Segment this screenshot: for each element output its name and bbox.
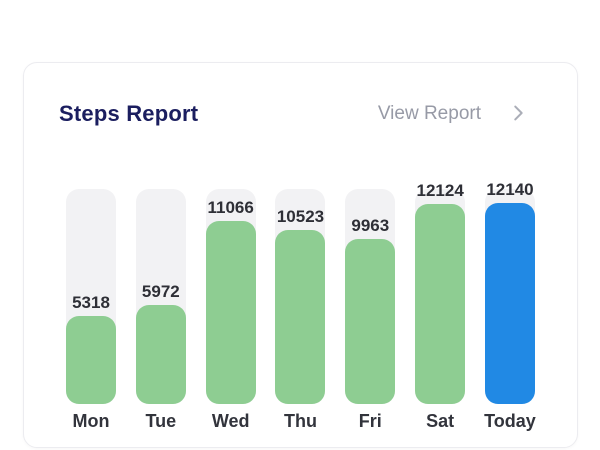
page-title: Steps Report [59, 101, 199, 126]
bar-day-label: Wed [211, 411, 250, 431]
bar-track: 5318 [66, 189, 116, 404]
bar-value-label: 10523 [276, 206, 325, 226]
bar-day-label: Tue [145, 411, 177, 431]
bar-value-label: 5972 [141, 282, 180, 302]
bar-fill-highlight [484, 203, 535, 404]
bar-column-wed: 11066 Wed [205, 189, 256, 432]
bars-row: 5318 Mon 5972 Tue 11066 Wed 10523 Thu 9963 Fri 121… [66, 180, 536, 432]
bar-track: 9963 [345, 189, 396, 404]
bar-track: 5972 [135, 189, 186, 404]
bar-column-thu: 10523 Thu [275, 189, 326, 432]
view-report-label: View Report [377, 103, 481, 124]
bar-value-label: 12124 [416, 180, 464, 200]
bar-day-label: Mon [72, 411, 110, 431]
bar-track: 11066 [205, 189, 256, 404]
bar-fill [135, 305, 186, 404]
steps-report-card: Steps Report View Report 5318 Mon 5972 Tue 1… [23, 62, 578, 448]
bar-value-label: 9963 [351, 216, 390, 236]
bar-fill [205, 221, 256, 404]
bar-column-fri: 9963 Fri [345, 189, 396, 432]
bar-day-label: Today [484, 411, 536, 431]
bar-value-label: 5318 [72, 293, 110, 313]
bar-day-label: Sat [426, 411, 455, 431]
view-report-button[interactable]: View Report [378, 102, 529, 127]
bar-column-tue: 5972 Tue [135, 189, 186, 432]
bar-column-mon: 5318 Mon [66, 189, 116, 432]
card-header: Steps Report View Report [24, 63, 577, 127]
bar-track: 12140 [484, 180, 535, 404]
bar-fill [275, 229, 326, 404]
chevron-right-icon [507, 102, 529, 127]
steps-bar-chart: 5318 Mon 5972 Tue 11066 Wed 10523 Thu 9963 Fri 121… [24, 180, 577, 432]
bar-value-label: 12140 [486, 180, 534, 200]
bar-fill [345, 239, 396, 404]
bar-fill [66, 316, 116, 404]
bar-day-label: Fri [358, 411, 382, 431]
bar-value-label: 11066 [207, 198, 254, 217]
bar-fill [415, 203, 466, 404]
bar-track: 12124 [415, 181, 466, 404]
bar-column-today: 12140 Today [484, 180, 536, 432]
bar-column-sat: 12124 Sat [415, 181, 466, 432]
bar-day-label: Thu [283, 411, 317, 431]
bar-track: 10523 [275, 189, 326, 404]
